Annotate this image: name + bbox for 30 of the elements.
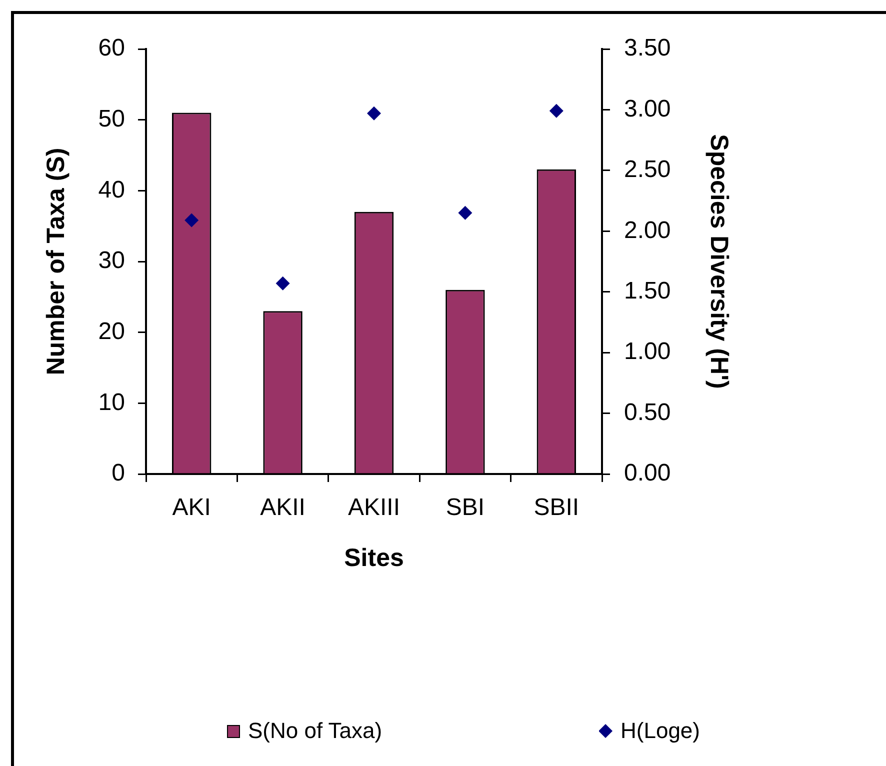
x-tick-label: AKIII bbox=[348, 494, 400, 522]
point bbox=[549, 104, 564, 118]
y2-tick-label: 3.50 bbox=[624, 34, 671, 62]
y2-tick-label: 0.50 bbox=[624, 398, 671, 426]
point bbox=[458, 206, 472, 220]
y-tick-label: 10 bbox=[98, 388, 125, 416]
y2-tick-label: 1.00 bbox=[624, 338, 671, 366]
point bbox=[276, 276, 290, 290]
y-axis-title: Number of Taxa (S) bbox=[42, 148, 70, 376]
y2-tick-label: 2.50 bbox=[624, 156, 671, 184]
x-axis-title: Sites bbox=[344, 544, 404, 572]
point bbox=[184, 213, 199, 228]
y2-tick-label: 3.00 bbox=[624, 95, 671, 122]
y2-axis-title: Species Diversity (H') bbox=[705, 134, 734, 389]
y-tick-label: 50 bbox=[98, 105, 125, 132]
x-tick-label: SBII bbox=[534, 494, 580, 522]
legend-label: H(Loge) bbox=[620, 718, 700, 744]
legend-label: S(No of Taxa) bbox=[248, 718, 382, 744]
y2-tick-label: 0.00 bbox=[624, 460, 671, 487]
point bbox=[367, 106, 381, 120]
y-tick-label: 30 bbox=[98, 247, 125, 274]
x-tick-label: AKII bbox=[260, 494, 306, 522]
x-tick-label: SBI bbox=[446, 494, 485, 522]
y-tick-label: 0 bbox=[112, 460, 125, 487]
y2-tick-label: 2.00 bbox=[624, 216, 671, 244]
y-tick-label: 60 bbox=[98, 34, 125, 62]
x-tick-label: AKI bbox=[172, 494, 211, 522]
y-tick-label: 40 bbox=[98, 176, 125, 204]
y2-tick-label: 1.50 bbox=[624, 277, 671, 304]
y-tick-label: 20 bbox=[98, 318, 125, 345]
